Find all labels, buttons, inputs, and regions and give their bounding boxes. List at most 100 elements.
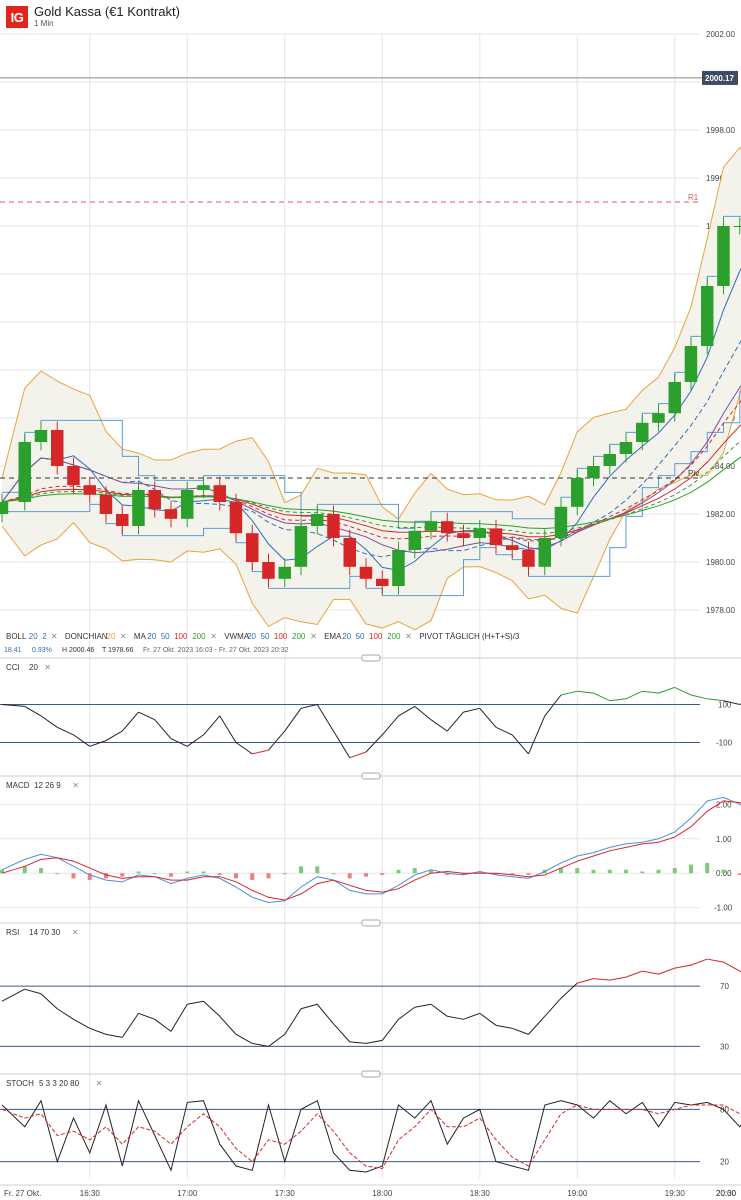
donchian-lower-line xyxy=(2,391,741,597)
cci-line-segment xyxy=(333,730,351,758)
legend-param: 20 xyxy=(147,632,156,641)
macd-histogram-bar xyxy=(640,871,645,874)
macd-histogram-bar xyxy=(526,873,531,875)
candle-body xyxy=(701,286,714,346)
indicator-name: RSI xyxy=(6,928,19,937)
macd-histogram-bar xyxy=(136,871,141,874)
indicator-params: 12 26 9 xyxy=(34,781,61,790)
rsi-line-segment xyxy=(430,1003,448,1017)
rsi-line-segment xyxy=(577,978,594,984)
candle-body xyxy=(181,490,194,519)
rsi-line-segment xyxy=(528,1015,546,1035)
macd-histogram-bar xyxy=(737,873,741,875)
time-axis-label: 18:00 xyxy=(372,1189,393,1198)
macd-histogram-bar xyxy=(347,873,352,879)
rsi-line-segment xyxy=(544,997,562,1017)
cci-line-segment xyxy=(528,715,546,755)
candle-body xyxy=(522,550,535,567)
legend-param: 20 xyxy=(29,632,38,641)
indicator-tick-label: 0.00 xyxy=(716,869,732,878)
candle-body xyxy=(148,490,161,510)
time-axis-label: 17:30 xyxy=(275,1189,296,1198)
macd-histogram-bar xyxy=(575,868,580,874)
cci-line-segment xyxy=(203,715,221,736)
close-icon: ✕ xyxy=(96,1079,103,1088)
cci-line-segment xyxy=(170,738,188,747)
cci-line-segment xyxy=(463,707,480,713)
rsi-line-segment xyxy=(414,1003,432,1008)
rsi-line-segment xyxy=(479,1012,497,1026)
cci-line-segment xyxy=(674,686,692,696)
stoch-k-line xyxy=(1,1099,741,1173)
candle-body xyxy=(327,514,340,538)
close-icon: ✕ xyxy=(44,663,51,672)
stat-change: 18.41 xyxy=(4,647,22,654)
candle-body xyxy=(457,533,470,538)
cci-line-segment xyxy=(300,704,318,709)
candle-body xyxy=(538,538,551,567)
stat-range: Fr. 27 Okt. 2023 16:03 - Fr. 27 Okt. 202… xyxy=(143,647,289,654)
macd-line xyxy=(1,796,741,904)
stat-high: H 2000.46 xyxy=(62,647,94,654)
instrument-title: Gold Kassa (€1 Kontrakt) xyxy=(34,4,180,19)
cci-line-segment xyxy=(154,719,172,740)
time-axis-label: Fr. 27 Okt. xyxy=(4,1189,41,1198)
rsi-line-segment xyxy=(642,970,659,975)
rsi-line-segment xyxy=(235,1033,253,1044)
legend-param: 100 xyxy=(174,632,188,641)
cci-line-segment xyxy=(609,698,627,702)
close-icon: ✕ xyxy=(51,632,58,641)
cci-line-segment xyxy=(577,690,594,694)
legend-param: 20 xyxy=(342,632,351,641)
rsi-line-segment xyxy=(300,1003,318,1010)
rsi-line-segment xyxy=(252,1042,269,1047)
candle-body xyxy=(684,346,698,382)
rsi-line-segment xyxy=(381,1019,399,1041)
indicator-params: 5 3 3 20 80 xyxy=(39,1079,80,1088)
macd-histogram-bar xyxy=(672,868,677,874)
time-axis-label: 19:00 xyxy=(567,1189,588,1198)
macd-histogram-bar xyxy=(71,873,76,879)
candle-body xyxy=(717,226,730,286)
candle-body xyxy=(652,413,665,423)
indicator-name: MACD xyxy=(6,781,30,790)
rsi-line-segment xyxy=(707,958,724,963)
cci-line-segment xyxy=(365,734,383,753)
macd-histogram-bar xyxy=(559,868,563,874)
candle-body xyxy=(67,466,80,486)
cci-line-segment xyxy=(414,706,432,721)
close-icon: ✕ xyxy=(120,632,127,641)
close-icon: ✕ xyxy=(72,781,79,790)
rsi-line-segment xyxy=(56,1008,74,1020)
candle-body xyxy=(359,566,373,579)
macd-histogram-bar xyxy=(299,866,303,874)
macd-histogram-bar xyxy=(656,869,661,874)
macd-histogram-bar xyxy=(250,873,255,881)
close-icon: ✕ xyxy=(72,928,79,937)
interval-label: 1 Min xyxy=(34,19,54,28)
time-axis-label: 20:00 xyxy=(716,1189,737,1198)
cci-line-segment xyxy=(398,705,416,717)
candle-body xyxy=(51,430,64,466)
rsi-line-segment xyxy=(316,1003,334,1025)
cci-line-segment xyxy=(57,726,74,736)
cci-line-segment xyxy=(658,686,675,694)
macd-histogram-bar xyxy=(412,868,417,874)
macd-histogram-bar xyxy=(39,868,43,874)
candle-body xyxy=(262,562,275,579)
candle-body xyxy=(164,509,178,519)
rsi-line-segment xyxy=(674,964,692,969)
legend-indicator-name: EMA xyxy=(324,632,342,641)
candle-body xyxy=(408,530,421,550)
candle-body xyxy=(506,545,519,550)
candle-body xyxy=(376,578,389,586)
macd-histogram-bar xyxy=(477,871,482,874)
time-axis-label: 17:00 xyxy=(177,1189,198,1198)
pivot-level-label: Piv xyxy=(688,469,699,478)
panel-resize-handle xyxy=(361,1070,381,1078)
macd-histogram-bar xyxy=(461,873,466,875)
macd-histogram-bar xyxy=(396,869,401,874)
candle-body xyxy=(668,382,681,414)
cci-line-segment xyxy=(252,749,269,755)
